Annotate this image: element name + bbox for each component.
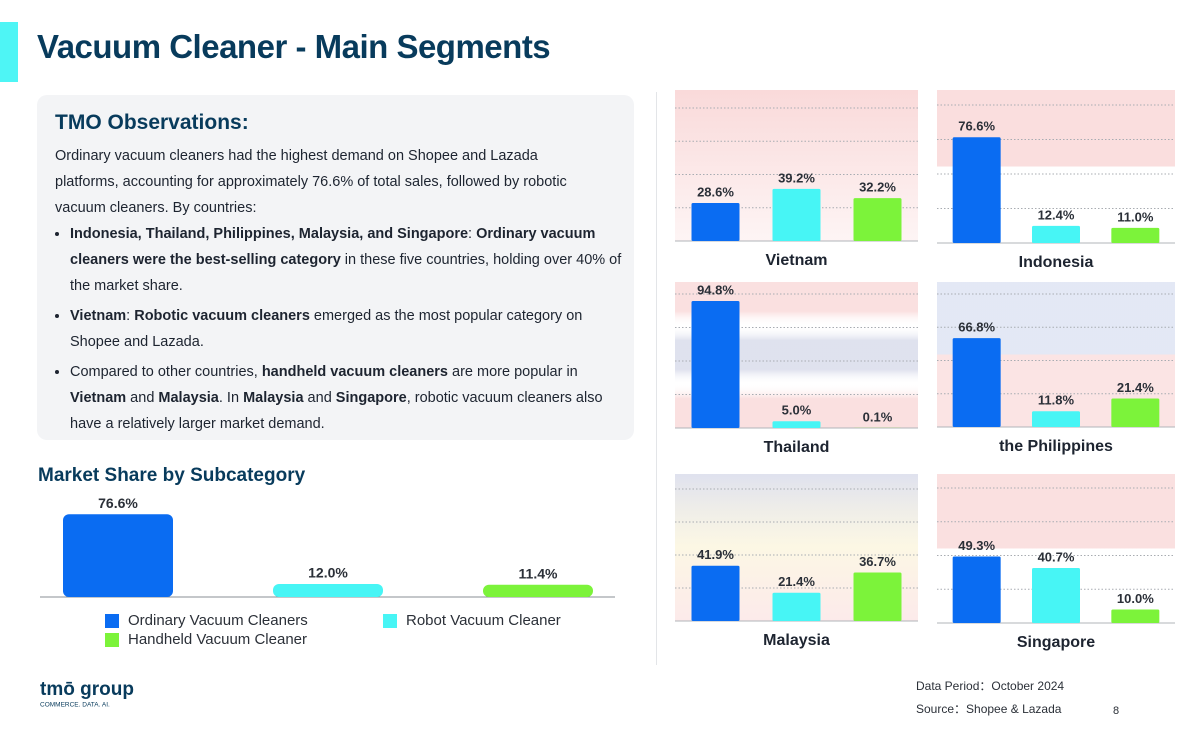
bar — [772, 188, 821, 241]
bullet-text: , robotic vacuum cleaners also have a re… — [70, 390, 603, 432]
observations-list: Indonesia, Thailand, Philippines, Malays… — [55, 221, 635, 441]
bullet-text: . In — [218, 390, 244, 406]
legend-label: Robot Vacuum Cleaner — [406, 612, 561, 629]
value-label: 66.8% — [958, 320, 995, 335]
bar — [952, 556, 1001, 623]
data-period: Data Period：October 2024 — [916, 679, 1064, 693]
value-label: 5.0% — [782, 403, 812, 418]
value-label: 0.1% — [863, 409, 893, 424]
bullet-text: Malaysia — [158, 390, 219, 406]
logo: tmō group — [40, 679, 134, 700]
observation-bullet: Indonesia, Thailand, Philippines, Malays… — [70, 221, 635, 299]
bar — [483, 584, 593, 597]
bullet-text: Indonesia, Thailand, Philippines, Malays… — [70, 226, 469, 242]
legend-swatch — [383, 614, 397, 628]
legend-swatch — [105, 614, 119, 628]
bullet-text: Compared to other countries, — [70, 364, 262, 380]
chart-title: the Philippines — [999, 438, 1113, 455]
observation-bullet: Vietnam: Robotic vacuum cleaners emerged… — [70, 303, 635, 355]
observations-heading: TMO Observations: — [55, 111, 249, 134]
bar — [1032, 225, 1080, 243]
value-label: 21.4% — [778, 574, 815, 589]
bullet-text: emerged as the most popular category on … — [70, 308, 583, 350]
bullet-text: and — [126, 390, 159, 406]
bar — [691, 202, 740, 241]
chart-title: Indonesia — [1019, 254, 1094, 271]
bar — [952, 137, 1001, 243]
bullet-text: Vietnam — [70, 390, 127, 406]
value-label: 12.4% — [1038, 207, 1075, 222]
value-label: 40.7% — [1038, 549, 1075, 564]
value-label: 94.8% — [697, 282, 734, 297]
bullet-text: in these five countries, holding over 40… — [70, 252, 622, 294]
legend-label: Handheld Vacuum Cleaner — [128, 631, 307, 648]
bullet-text: handheld vacuum cleaners — [261, 364, 448, 380]
legend-swatch — [105, 633, 119, 647]
slide-title: Vacuum Cleaner - Main Segments — [37, 28, 551, 65]
value-label: 21.4% — [1117, 380, 1154, 395]
page-number: 8 — [1113, 705, 1119, 717]
bar — [691, 300, 740, 428]
value-label: 49.3% — [958, 538, 995, 553]
bullet-text: : — [468, 226, 477, 242]
observation-bullet: Compared to other countries, handheld va… — [70, 359, 635, 437]
chart-title: Market Share by Subcategory — [38, 465, 306, 486]
chart-title: Thailand — [764, 439, 830, 456]
divider — [656, 92, 657, 665]
bullet-text: : — [126, 308, 135, 324]
value-label: 76.6% — [98, 495, 138, 511]
bar — [853, 572, 902, 621]
bar — [1032, 411, 1080, 427]
bar — [952, 338, 1001, 427]
value-label: 39.2% — [778, 170, 815, 185]
bullet-text: and — [303, 390, 336, 406]
value-label: 11.0% — [1117, 209, 1154, 224]
bar — [63, 514, 173, 597]
value-label: 32.2% — [859, 180, 896, 195]
bullet-text: Vietnam — [70, 308, 127, 324]
bar — [273, 584, 383, 597]
value-label: 12.0% — [308, 565, 348, 581]
bullet-text: Malaysia — [243, 390, 304, 406]
bar — [1111, 227, 1160, 243]
chart-title: Vietnam — [766, 252, 828, 269]
observations-intro: Ordinary vacuum cleaners had the highest… — [55, 148, 567, 216]
chart-title: Malaysia — [763, 632, 830, 649]
value-label: 28.6% — [697, 184, 734, 199]
legend-label: Ordinary Vacuum Cleaners — [128, 612, 308, 629]
bar — [1111, 398, 1160, 427]
bar — [853, 198, 902, 241]
chart-title: Singapore — [1017, 634, 1095, 651]
bar — [691, 565, 740, 621]
data-source: Source：Shopee & Lazada — [916, 702, 1062, 716]
logo-tagline: COMMERCE. DATA. AI. — [40, 702, 110, 709]
bar — [772, 592, 821, 621]
bar — [1032, 568, 1080, 623]
value-label: 36.7% — [859, 554, 896, 569]
value-label: 10.0% — [1117, 591, 1154, 606]
value-label: 11.8% — [1038, 393, 1075, 408]
bullet-text: Ordinary vacuum cleaners were the best-s… — [70, 226, 596, 268]
bullet-text: are more popular in — [447, 364, 578, 380]
accent-bar — [0, 22, 18, 82]
bullet-text: Singapore — [335, 390, 407, 406]
value-label: 41.9% — [697, 547, 734, 562]
bullet-text: Robotic vacuum cleaners — [134, 308, 310, 324]
bar — [1111, 609, 1160, 623]
bar — [772, 421, 821, 428]
value-label: 11.4% — [519, 565, 558, 581]
value-label: 76.6% — [958, 119, 995, 134]
observations-box: TMO Observations: Ordinary vacuum cleane… — [37, 95, 634, 440]
